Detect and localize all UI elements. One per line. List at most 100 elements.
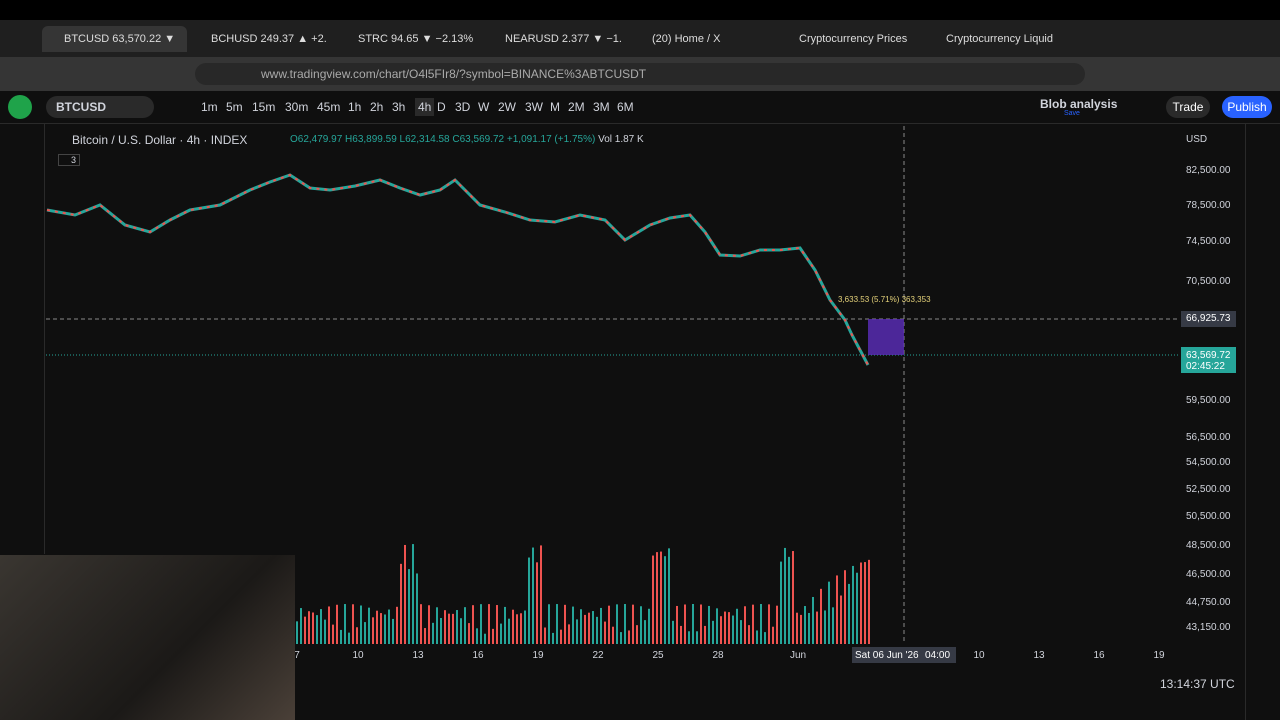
volume-bar (352, 604, 354, 644)
volume-bar (564, 604, 566, 644)
interval[interactable]: 3h (392, 100, 406, 114)
interval[interactable]: M (550, 100, 560, 114)
volume-bar (632, 604, 634, 644)
volume-bar (496, 605, 498, 644)
interval[interactable]: 45m (317, 100, 341, 114)
volume-bar (824, 610, 826, 644)
volume-bar (508, 618, 510, 644)
volume-bar (364, 622, 366, 644)
volume-bar (868, 559, 870, 644)
volume-bar (672, 620, 674, 644)
url[interactable]: www.tradingview.com/chart/O4l5FIr8/?symb… (195, 63, 1085, 85)
symbol-search[interactable]: BTCUSD (46, 96, 154, 118)
tab[interactable]: Cryptocurrency Liquid (946, 33, 1053, 45)
volume-bar (332, 624, 334, 644)
interval[interactable]: 1m (201, 100, 218, 114)
tab[interactable]: STRC 94.65 ▼ −2.13% (358, 33, 474, 45)
volume-bar (832, 607, 834, 644)
volume-bar (748, 625, 750, 644)
volume-bar (616, 604, 618, 644)
volume-bar (324, 619, 326, 644)
volume-bar (668, 548, 670, 644)
crosshair-time-box (852, 647, 956, 663)
volume-bar (440, 617, 442, 644)
volume-bar (584, 614, 586, 644)
volume: Vol 1.87 K (598, 134, 644, 145)
layout-name[interactable]: Blob analysis (1040, 97, 1118, 111)
volume-bar (504, 606, 506, 644)
volume-bar (708, 605, 710, 644)
tab-bar (0, 20, 1280, 57)
interval[interactable]: 30m (285, 100, 309, 114)
volume-bar (604, 621, 606, 644)
time-label: 19 (1153, 650, 1165, 661)
price-label: 82,500.00 (1186, 165, 1231, 176)
volume-bar (600, 607, 602, 644)
volume-bar (432, 622, 434, 644)
volume-bar (536, 562, 538, 644)
interval[interactable]: 3M (593, 100, 610, 114)
volume-bar (464, 607, 466, 644)
volume-bar (472, 605, 474, 644)
open: O62,479.97 (290, 134, 343, 145)
volume-bar (304, 616, 306, 644)
interval[interactable]: W (478, 100, 490, 114)
volume-bar (344, 604, 346, 644)
volume-bar (380, 613, 382, 644)
tab[interactable]: BTCUSD 63,570.22 ▼ ... (42, 26, 187, 52)
last-price-box (1181, 347, 1236, 373)
currency[interactable]: USD (1186, 134, 1208, 145)
interval[interactable]: 1h (348, 100, 362, 114)
volume-bar (516, 614, 518, 644)
volume-bar (688, 631, 690, 644)
tab[interactable]: Cryptocurrency Prices (799, 33, 908, 45)
volume-bar (316, 615, 318, 644)
interval[interactable]: D (437, 100, 446, 114)
interval[interactable]: 2h (370, 100, 384, 114)
volume-bar (412, 544, 414, 644)
volume-bar (644, 620, 646, 644)
interval[interactable]: 3W (525, 100, 543, 114)
volume-bar (736, 608, 738, 644)
tab[interactable]: BCHUSD 249.37 ▲ +2. (211, 33, 327, 45)
volume-bar (776, 605, 778, 644)
volume-bar (580, 609, 582, 644)
indicator-count[interactable]: 3 (58, 154, 81, 166)
volume-bar (552, 632, 554, 644)
trade-button[interactable]: Trade (1166, 96, 1210, 118)
interval[interactable]: 6M (617, 100, 634, 114)
avatar[interactable] (8, 95, 32, 119)
volume-bar (624, 604, 626, 644)
interval[interactable]: 3D (455, 100, 471, 114)
tab[interactable]: NEARUSD 2.377 ▼ −1. (505, 33, 622, 45)
volume-bar (448, 613, 450, 644)
volume-bar (388, 609, 390, 644)
interval[interactable]: 4h (415, 98, 435, 116)
volume-bar (492, 628, 494, 644)
volume-bar (608, 605, 610, 644)
interval[interactable]: 5m (226, 100, 243, 114)
volume-bar (660, 551, 662, 644)
price-label: 78,500.00 (1186, 200, 1231, 211)
volume-bar (852, 565, 854, 644)
volume-bar (636, 625, 638, 644)
publish-button[interactable]: Publish (1222, 96, 1272, 118)
interval[interactable]: 2M (568, 100, 585, 114)
crosshair-price: 66,925.73 (1186, 313, 1231, 324)
change: +1,091.17 (+1.75%) (506, 134, 596, 145)
volume-bar (640, 606, 642, 644)
volume-bar (376, 610, 378, 644)
high: H63,899.59 (345, 134, 397, 145)
volume-bar (764, 632, 766, 644)
volume-bar (356, 627, 358, 644)
volume-bar (340, 629, 342, 644)
title-strip (0, 0, 1280, 20)
price-label: 43,150.00 (1186, 622, 1231, 633)
volume-bar (628, 630, 630, 644)
webcam-overlay (0, 555, 295, 720)
interval[interactable]: 15m (252, 100, 276, 114)
interval[interactable]: 2W (498, 100, 516, 114)
volume-bar (436, 607, 438, 644)
tab[interactable]: (20) Home / X (652, 33, 721, 45)
